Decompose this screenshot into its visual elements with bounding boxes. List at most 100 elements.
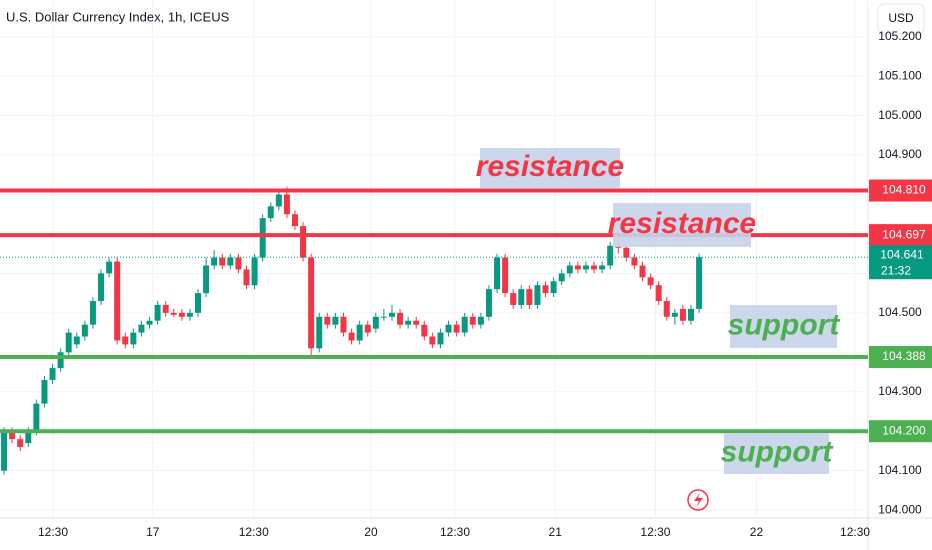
candle-body bbox=[647, 277, 654, 286]
annotation-bg bbox=[613, 203, 751, 247]
candle-body bbox=[195, 293, 202, 313]
candle-body bbox=[526, 289, 533, 305]
candle-body bbox=[162, 304, 169, 313]
candle-body bbox=[550, 281, 557, 294]
candle-body bbox=[364, 324, 371, 333]
y-tick-label: 104.500 bbox=[878, 305, 922, 319]
level-label-bg bbox=[869, 224, 932, 247]
candle-body bbox=[203, 265, 210, 294]
candle-body bbox=[582, 265, 589, 270]
event-icon[interactable] bbox=[687, 489, 709, 511]
candle-body bbox=[477, 316, 484, 325]
candle-body bbox=[437, 332, 444, 345]
candle-body bbox=[332, 316, 339, 325]
candle-body bbox=[324, 316, 331, 325]
candle-body bbox=[655, 285, 662, 302]
candle-body bbox=[41, 379, 48, 404]
candle-body bbox=[243, 269, 250, 286]
candle-body bbox=[397, 312, 404, 325]
candle-body bbox=[17, 439, 24, 447]
candle-body bbox=[688, 308, 695, 321]
candle-body bbox=[591, 265, 598, 270]
x-tick-label: 22 bbox=[750, 525, 764, 539]
candle-body bbox=[388, 312, 395, 317]
candle-body bbox=[211, 257, 218, 266]
candle-body bbox=[275, 194, 282, 207]
candle-body bbox=[146, 320, 153, 325]
candle-body bbox=[494, 257, 501, 290]
overlay: resistance resistance support support bbox=[0, 148, 868, 474]
candle-body bbox=[340, 316, 347, 333]
annotation: support bbox=[721, 435, 835, 468]
candle-body bbox=[453, 324, 460, 333]
candle-body bbox=[429, 336, 436, 345]
candle-body bbox=[178, 312, 185, 317]
candle-body bbox=[599, 265, 606, 270]
y-tick-label: 105.100 bbox=[878, 68, 922, 82]
candle-body bbox=[267, 206, 274, 219]
candle-body bbox=[49, 368, 56, 380]
level-label-bg bbox=[869, 420, 932, 443]
annotation: support bbox=[728, 308, 842, 341]
candle-body bbox=[445, 324, 452, 333]
candle-body bbox=[219, 257, 226, 266]
candle-body bbox=[623, 247, 630, 258]
x-tick-label: 20 bbox=[364, 525, 378, 539]
y-tick-label: 104.300 bbox=[878, 384, 922, 398]
annotation-bg bbox=[730, 305, 837, 348]
candle-body bbox=[186, 312, 193, 317]
candle-body bbox=[300, 226, 307, 258]
candle-body bbox=[372, 316, 379, 329]
x-tick-label: 21 bbox=[549, 525, 563, 539]
annotation: resistance bbox=[608, 207, 756, 240]
candle-body bbox=[574, 265, 581, 270]
annotation: resistance bbox=[476, 150, 624, 183]
candle-body bbox=[534, 285, 541, 305]
candle-body bbox=[81, 324, 88, 337]
last-price-bg bbox=[869, 245, 932, 280]
candle-body bbox=[316, 316, 323, 349]
candle-body bbox=[631, 257, 638, 266]
last-price-label: 104.641 bbox=[880, 247, 924, 261]
last-price-countdown: 21:32 bbox=[881, 263, 911, 277]
candle-body bbox=[9, 431, 16, 440]
candle-body bbox=[566, 265, 573, 274]
x-tick-label: 12:30 bbox=[840, 525, 870, 539]
chart-title: U.S. Dollar Currency Index, 1h, ICEUS bbox=[6, 9, 230, 24]
candle-body bbox=[518, 289, 525, 305]
candle-body bbox=[485, 289, 492, 317]
currency-label[interactable]: USD bbox=[888, 11, 914, 25]
level-label: 104.388 bbox=[882, 349, 926, 363]
event-bolt bbox=[694, 493, 703, 507]
y-tick-label: 105.200 bbox=[878, 29, 922, 43]
level-label-bg bbox=[869, 346, 932, 369]
x-tick-label: 17 bbox=[146, 525, 160, 539]
candle-body bbox=[558, 273, 565, 282]
currency-button[interactable] bbox=[877, 3, 925, 35]
candle-body bbox=[227, 257, 234, 266]
level-label-bg bbox=[869, 179, 932, 202]
candle-body bbox=[405, 320, 412, 325]
level-label: 104.697 bbox=[882, 227, 926, 241]
candle-body bbox=[251, 257, 258, 286]
y-tick-label: 104.000 bbox=[878, 502, 922, 516]
candle-body bbox=[421, 324, 428, 337]
annotation-bg bbox=[724, 433, 829, 474]
candle-body bbox=[235, 257, 242, 270]
candle-body bbox=[154, 304, 161, 321]
y-tick-label: 105.000 bbox=[878, 108, 922, 122]
candle-body bbox=[130, 332, 137, 345]
y-tick-label: 104.900 bbox=[878, 147, 922, 161]
candle-body bbox=[170, 312, 177, 315]
candle-body bbox=[696, 257, 703, 309]
candle-body bbox=[469, 316, 476, 325]
candle-body bbox=[663, 301, 670, 317]
candle-body bbox=[413, 320, 420, 325]
candle-body bbox=[679, 308, 686, 321]
candle-body bbox=[510, 293, 517, 305]
candle-body bbox=[65, 332, 72, 353]
candle-body bbox=[542, 285, 549, 294]
x-tick-label: 12:30 bbox=[239, 525, 269, 539]
plot bbox=[1, 186, 703, 475]
